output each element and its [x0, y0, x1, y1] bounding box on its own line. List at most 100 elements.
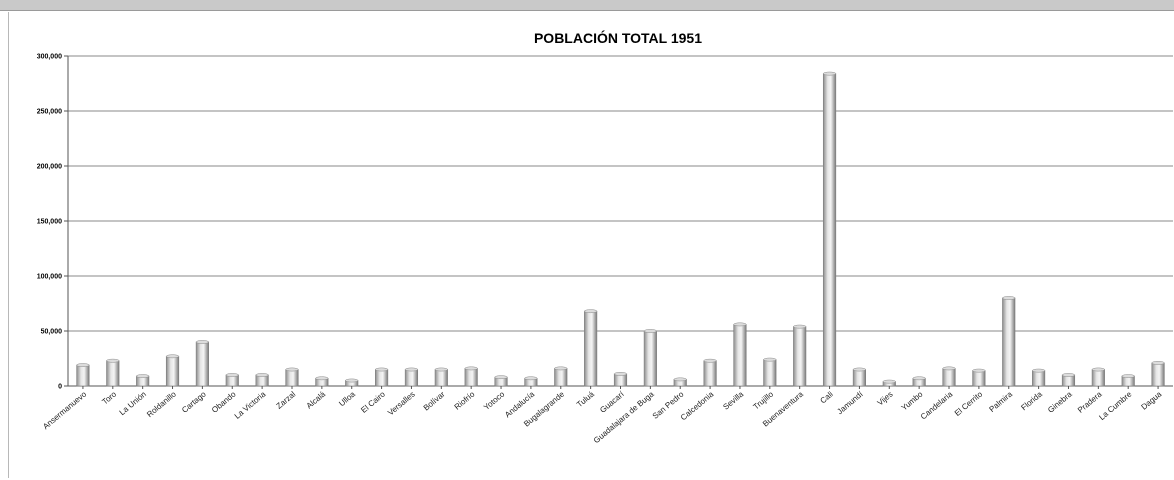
x-tick-label: Riofrío — [453, 389, 477, 411]
bar — [763, 359, 777, 387]
bar-cap — [255, 373, 269, 377]
x-tick-label: El Cerrito — [953, 389, 985, 418]
bar-cap — [1151, 361, 1165, 365]
bar — [434, 369, 448, 387]
bar — [106, 360, 120, 387]
bar — [643, 330, 657, 387]
bar-cap — [942, 366, 956, 371]
bar — [584, 310, 598, 387]
top-band — [0, 0, 1174, 10]
x-tick-label: Trujillo — [752, 389, 776, 411]
bar-cap — [1121, 374, 1135, 378]
grid-layer — [68, 55, 1173, 387]
bar-cap — [494, 375, 508, 380]
bar — [852, 369, 866, 387]
population-bar-chart: POBLACIÓN TOTAL 1951 0 50,000 100,000 150,0… — [37, 29, 1173, 445]
bar — [195, 341, 209, 387]
bar — [554, 368, 568, 387]
bar — [165, 355, 180, 387]
x-tick-label: Jamundí — [835, 389, 865, 416]
bar-cap — [912, 376, 926, 381]
bar-cap — [673, 377, 687, 382]
bar-cap — [375, 367, 389, 372]
bar — [793, 326, 807, 387]
x-tick-label: Yumbo — [900, 389, 925, 412]
bar-cap — [972, 368, 986, 373]
bar-cap — [315, 376, 329, 381]
x-tick-label: Ulloa — [337, 389, 357, 408]
x-tick-label: Yotoco — [482, 389, 507, 412]
x-tick-label: Roldanillo — [145, 389, 178, 419]
x-tick-label: La Unión — [118, 390, 148, 417]
bar — [1091, 369, 1105, 387]
x-tick-label: Tuluá — [575, 389, 596, 409]
x-tick-label: Obando — [210, 389, 238, 415]
bar-cap — [136, 374, 150, 378]
bar-cap — [106, 358, 120, 363]
bar-cap — [703, 358, 717, 363]
bar — [972, 370, 986, 387]
bar-cap — [1002, 296, 1016, 300]
bar — [404, 369, 419, 387]
bar-cap — [464, 366, 478, 371]
x-tick-label: Alcalá — [305, 389, 328, 410]
bar — [703, 360, 717, 387]
x-tick-label: Calcedonia — [679, 389, 716, 422]
bar-cap — [404, 367, 418, 372]
x-tick-label: Cali — [818, 389, 835, 405]
y-tick-label: 100,000 — [37, 274, 62, 281]
y-tick-label: 50,000 — [41, 329, 63, 336]
bar-cap — [1032, 368, 1046, 373]
bar-cap — [763, 357, 777, 362]
x-tick-label: Sevilla — [721, 389, 745, 411]
y-tick-label: 200,000 — [37, 164, 62, 171]
bar — [464, 368, 478, 387]
bar-cap — [852, 367, 866, 372]
bar-cap — [434, 367, 448, 372]
bar-cap — [882, 379, 896, 384]
bar-cap — [733, 322, 747, 327]
x-tick-label: Zarzal — [274, 389, 297, 410]
y-axis: 0 50,000 100,000 150,000 200,000 250,000 300,0… — [37, 54, 69, 391]
x-tick-label: Bolívar — [422, 389, 447, 412]
bar-cap — [584, 309, 598, 314]
x-tick-label: El Cairo — [359, 389, 387, 415]
y-tick-label: 250,000 — [37, 109, 62, 116]
x-tick-label: Pradera — [1076, 389, 1104, 415]
bar — [1151, 362, 1165, 387]
y-tick-label: 300,000 — [37, 54, 62, 61]
x-tick-label: Florida — [1019, 389, 1044, 412]
bar-cap — [613, 372, 628, 376]
bar — [942, 368, 956, 387]
bars-layer — [76, 71, 1165, 387]
bar-cap — [793, 324, 807, 329]
x-tick-label: Palmira — [987, 389, 1014, 414]
x-tick-label: Toro — [100, 389, 118, 406]
bar — [76, 364, 90, 387]
bar-cap — [823, 71, 837, 76]
x-tick-label: Cartago — [180, 389, 208, 415]
x-tick-label: Ginebra — [1046, 389, 1074, 415]
x-tick-label: Vijes — [876, 390, 895, 408]
bar — [733, 324, 747, 387]
bar-cap — [345, 378, 359, 383]
bar — [1032, 370, 1046, 387]
bar-cap — [285, 367, 299, 372]
bar — [822, 73, 837, 387]
y-tick-label: 0 — [58, 384, 62, 391]
bar-cap — [76, 363, 90, 367]
bar-cap — [643, 329, 657, 333]
x-tick-label: La Victoria — [233, 389, 268, 420]
bar-cap — [1061, 373, 1075, 377]
top-band-edge — [0, 10, 1174, 11]
x-tick-label: Guacarí — [598, 389, 626, 415]
chart-title: POBLACIÓN TOTAL 1951 — [534, 29, 702, 46]
y-tick-label: 150,000 — [37, 219, 62, 226]
x-tick-label: Candelaria — [919, 389, 955, 421]
bar-cap — [1091, 367, 1105, 372]
x-tick-label: Ansermanuevo — [41, 389, 88, 431]
x-tick-label: Versalles — [386, 390, 417, 418]
bar-cap — [166, 354, 180, 359]
chart-area: POBLACIÓN TOTAL 1951 0 50,000 100,000 150,0… — [8, 12, 1173, 478]
bar-cap — [554, 366, 568, 371]
